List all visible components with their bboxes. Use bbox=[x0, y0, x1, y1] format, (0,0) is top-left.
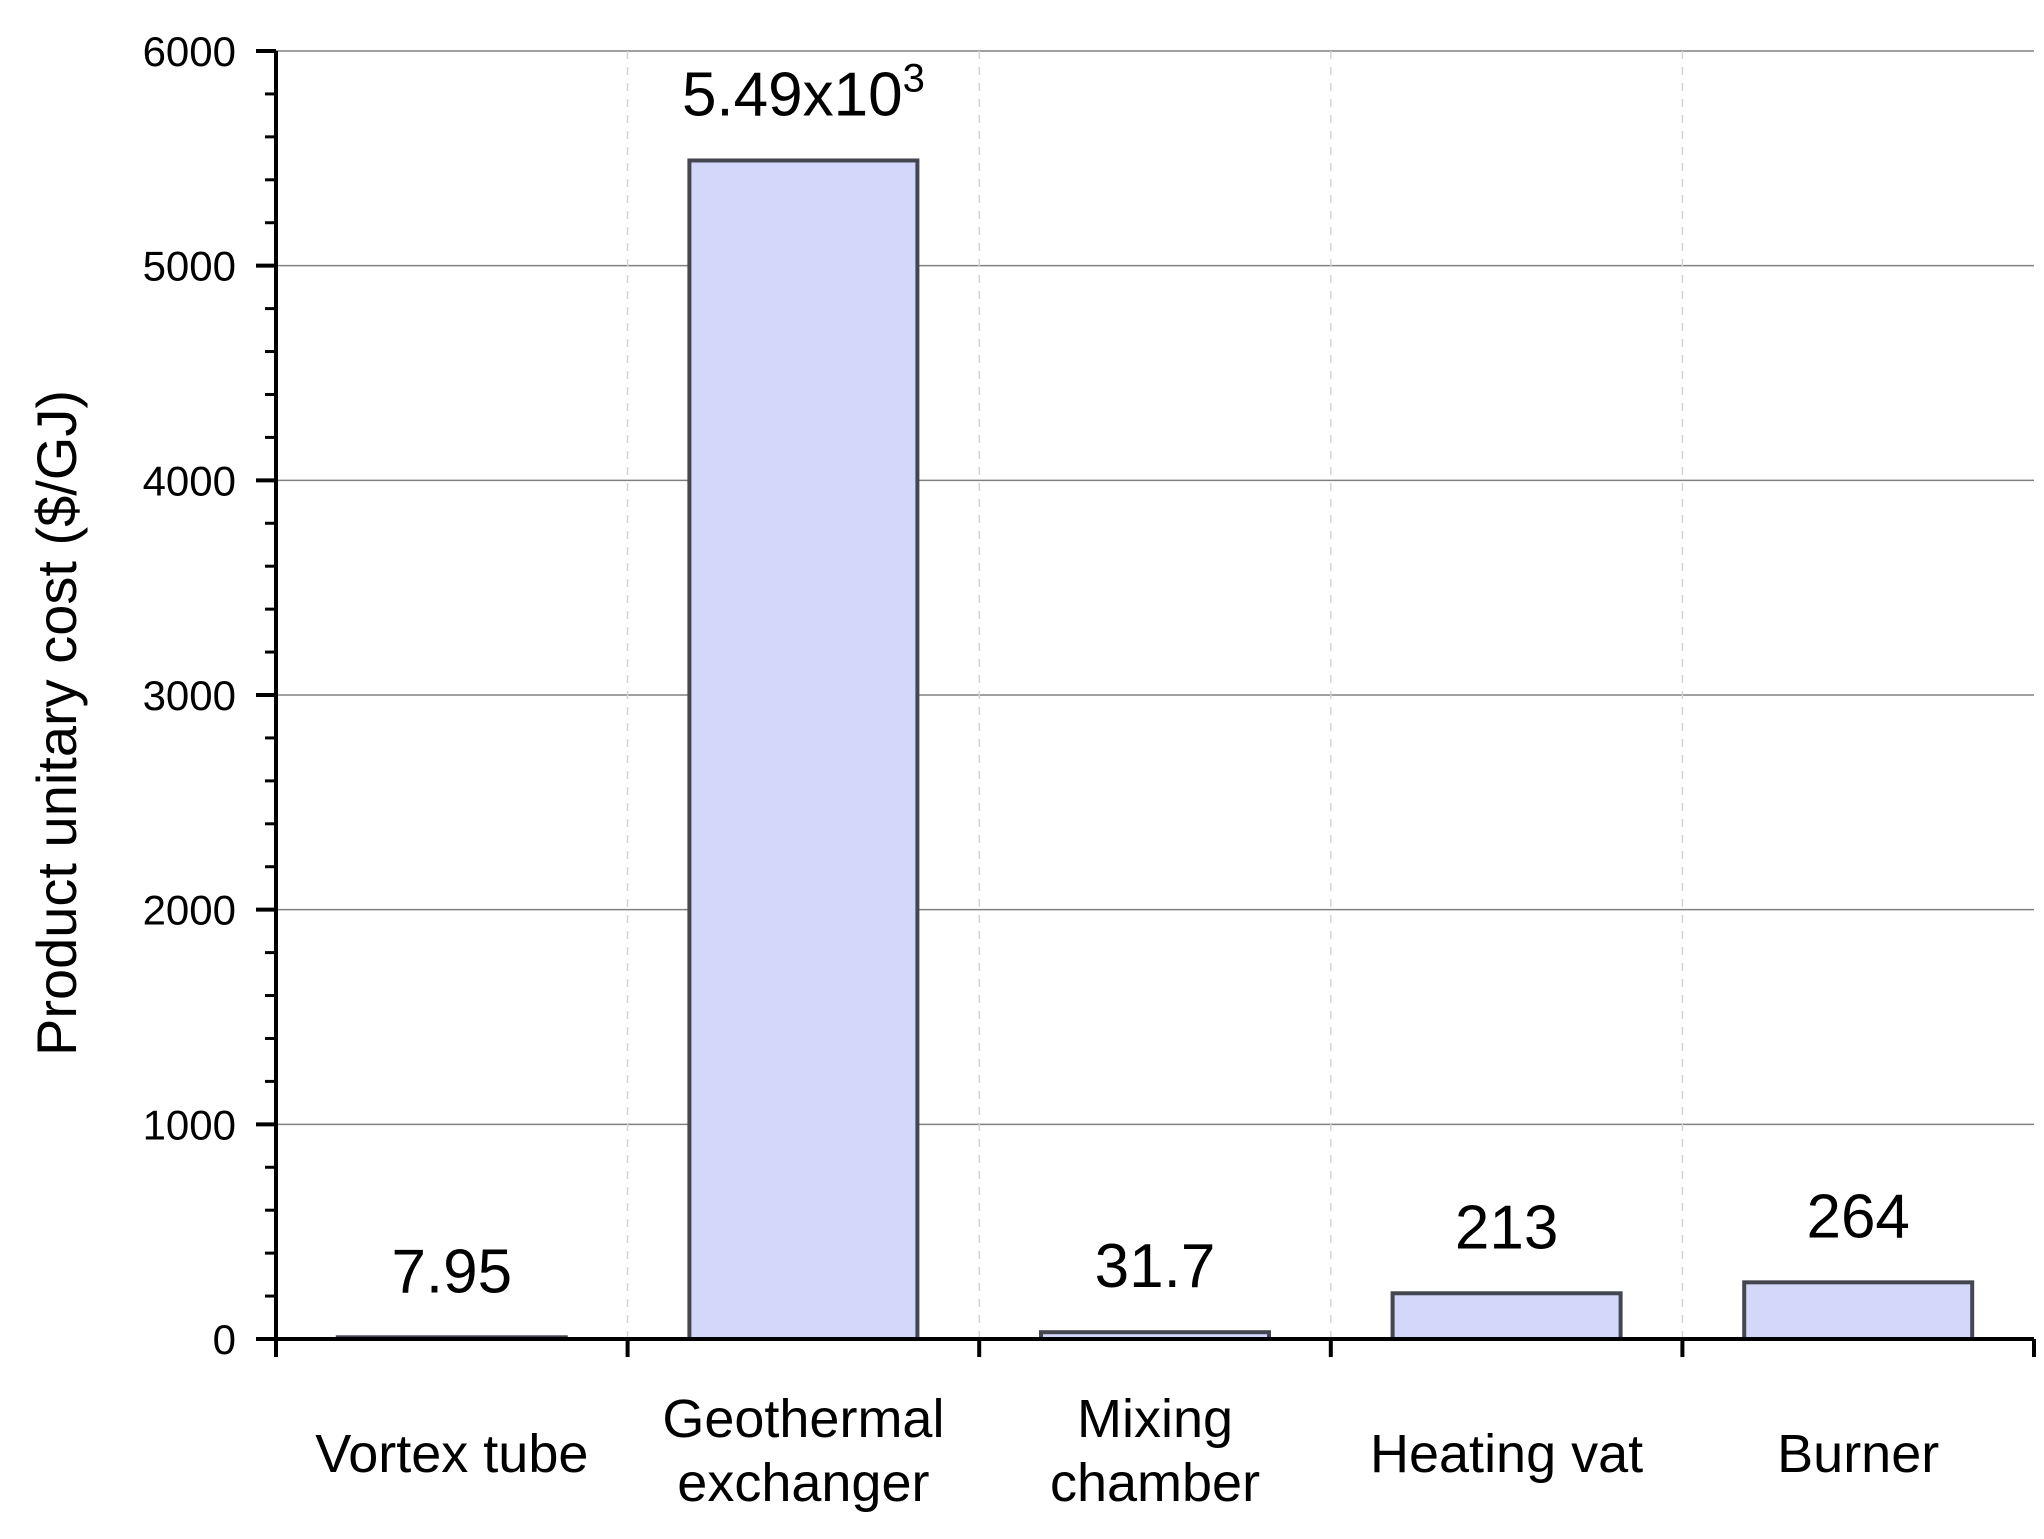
y-axis-title: Product unitary cost ($/GJ) bbox=[25, 390, 88, 1056]
bar bbox=[687, 158, 920, 1342]
x-tick-label: Vortex tube bbox=[315, 1424, 588, 1484]
x-tick-label: Mixing chamber bbox=[1050, 1389, 1260, 1513]
data-label: 213 bbox=[1455, 1193, 1558, 1262]
data-label: 5.49x103 bbox=[682, 56, 925, 129]
bar bbox=[1742, 1280, 1975, 1342]
x-tick-label-line: chamber bbox=[1050, 1453, 1260, 1513]
y-tick-label: 6000 bbox=[143, 28, 236, 75]
y-tick-label: 3000 bbox=[143, 672, 236, 719]
y-tick-label: 2000 bbox=[143, 887, 236, 934]
y-tick-label: 0 bbox=[213, 1316, 236, 1363]
data-label-value: 31.7 bbox=[1095, 1232, 1216, 1301]
x-tick-label-line: Vortex tube bbox=[315, 1424, 588, 1484]
x-tick-label: Heating vat bbox=[1370, 1424, 1643, 1484]
data-label-exponent: 3 bbox=[903, 56, 925, 100]
data-label-value: 264 bbox=[1806, 1182, 1909, 1251]
y-tick-label: 1000 bbox=[143, 1101, 236, 1148]
grid-layer bbox=[276, 50, 2034, 1339]
labels-layer: 0 1000 2000 3000 4000 5000 6000 Vortex tube Geot… bbox=[143, 28, 1940, 1513]
x-tick-label-line: Heating vat bbox=[1370, 1424, 1643, 1484]
y-tick-label: 5000 bbox=[143, 243, 236, 290]
data-label: 31.7 bbox=[1095, 1232, 1216, 1301]
data-label-value: 213 bbox=[1455, 1193, 1558, 1262]
data-label-value: 5.49x10 bbox=[682, 60, 903, 129]
data-label: 7.95 bbox=[391, 1237, 512, 1306]
y-tick-label: 4000 bbox=[143, 457, 236, 504]
x-tick-label-line: Burner bbox=[1777, 1424, 1939, 1484]
x-tick-label: Geothermal exchanger bbox=[662, 1389, 944, 1513]
x-tick-label-line: Mixing bbox=[1077, 1389, 1233, 1449]
x-tick-label-line: exchanger bbox=[677, 1453, 929, 1513]
x-tick-label-line: Geothermal bbox=[662, 1389, 944, 1449]
data-label-value: 7.95 bbox=[391, 1237, 512, 1306]
bar bbox=[1390, 1291, 1623, 1341]
data-label: 264 bbox=[1806, 1182, 1909, 1251]
bars-layer bbox=[335, 158, 1975, 1342]
x-tick-label: Burner bbox=[1777, 1424, 1939, 1484]
axes-layer bbox=[256, 49, 2036, 1357]
